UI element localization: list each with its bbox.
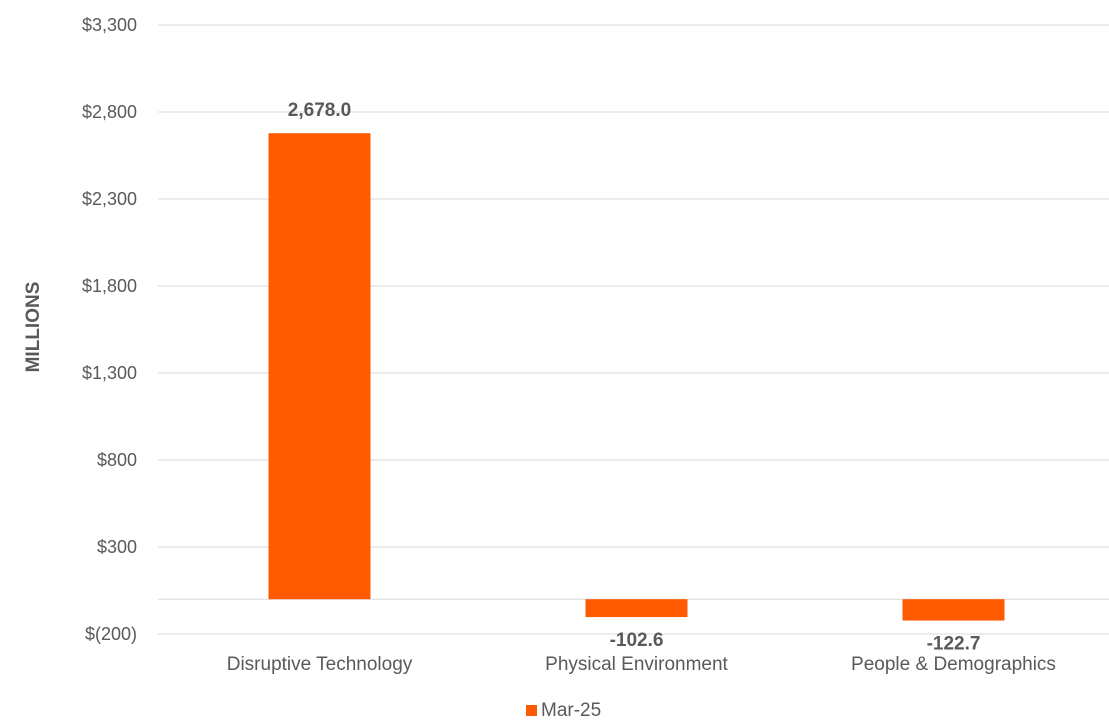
x-category-label: People & Demographics (851, 654, 1056, 675)
y-tick-label: $1,300 (82, 363, 137, 383)
x-category-label: Physical Environment (545, 654, 728, 675)
x-category-label: Disruptive Technology (227, 654, 413, 675)
legend-label: Mar-25 (541, 700, 601, 721)
y-tick-label: $3,300 (82, 15, 137, 35)
y-tick-label: $2,300 (82, 189, 137, 209)
bar (902, 599, 1005, 621)
legend-swatch (526, 705, 537, 716)
bar (585, 599, 688, 618)
x-axis-category-labels: Disruptive Technology Physical Environmen… (227, 654, 1056, 675)
data-label: -102.6 (610, 630, 664, 651)
y-tick-label: $1,800 (82, 276, 137, 296)
y-tick-label: $800 (97, 450, 137, 470)
y-tick-label: $300 (97, 537, 137, 557)
y-axis-tick-labels: $(200) $300 $800 $1,300 $1,800 $2,300 $2,800 $3… (82, 15, 137, 644)
data-label: -122.7 (927, 634, 981, 655)
y-axis-title: MILLIONS (23, 282, 44, 373)
data-labels: 2,678.0 -102.6 -122.7 (288, 100, 981, 654)
data-label: 2,678.0 (288, 100, 351, 121)
y-tick-label: $(200) (85, 624, 137, 644)
bar (268, 133, 371, 600)
bars (268, 133, 1005, 621)
y-tick-label: $2,800 (82, 102, 137, 122)
legend: Mar-25 (526, 700, 601, 721)
